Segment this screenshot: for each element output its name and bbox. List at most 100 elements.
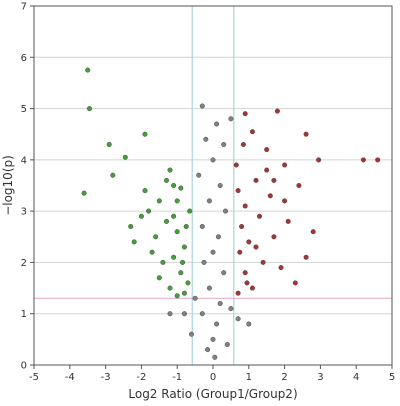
non-significant-point bbox=[217, 301, 223, 306]
up-regulated-point bbox=[271, 177, 277, 183]
down-regulated-point bbox=[85, 67, 91, 73]
up-regulated-point bbox=[303, 131, 309, 137]
non-significant-point bbox=[206, 285, 212, 291]
up-regulated-point bbox=[278, 265, 284, 271]
non-significant-point bbox=[235, 316, 241, 322]
up-regulated-point bbox=[253, 244, 259, 250]
non-significant-point bbox=[214, 121, 220, 127]
non-significant-point bbox=[181, 311, 187, 317]
x-axis-title: Log2 Ratio (Group1/Group2) bbox=[128, 387, 297, 401]
down-regulated-point bbox=[181, 244, 187, 250]
down-regulated-point bbox=[187, 208, 193, 214]
up-regulated-point bbox=[267, 193, 273, 199]
down-regulated-point bbox=[153, 234, 159, 240]
down-regulated-point bbox=[167, 285, 173, 291]
up-regulated-point bbox=[242, 203, 248, 209]
down-regulated-point bbox=[131, 239, 137, 245]
x-tick-label: 5 bbox=[389, 372, 395, 383]
down-regulated-point bbox=[181, 290, 187, 296]
x-tick-label: 0 bbox=[210, 372, 216, 383]
up-regulated-point bbox=[239, 224, 245, 229]
down-regulated-point bbox=[122, 154, 128, 160]
up-regulated-point bbox=[296, 183, 302, 188]
up-regulated-point bbox=[235, 290, 241, 296]
non-significant-point bbox=[210, 249, 216, 255]
down-regulated-point bbox=[185, 280, 191, 286]
y-tick-label: 0 bbox=[21, 361, 27, 372]
non-significant-point bbox=[224, 342, 230, 347]
up-regulated-point bbox=[257, 213, 262, 219]
x-tick-label: -3 bbox=[101, 372, 111, 383]
y-axis-title: −log10(p) bbox=[1, 155, 15, 216]
down-regulated-point bbox=[171, 254, 177, 260]
non-significant-point bbox=[210, 336, 216, 342]
down-regulated-point bbox=[180, 259, 186, 265]
non-significant-point bbox=[203, 136, 209, 142]
non-significant-point bbox=[167, 311, 173, 317]
non-significant-point bbox=[228, 116, 234, 122]
non-significant-point bbox=[210, 157, 216, 163]
down-regulated-point bbox=[174, 293, 180, 299]
down-regulated-point bbox=[183, 224, 189, 229]
x-tick-label: 1 bbox=[246, 372, 252, 383]
down-regulated-point bbox=[106, 142, 112, 147]
down-regulated-point bbox=[138, 213, 144, 219]
down-regulated-point bbox=[171, 183, 177, 188]
down-regulated-point bbox=[164, 218, 169, 224]
non-significant-point bbox=[221, 270, 227, 276]
up-regulated-point bbox=[271, 234, 277, 240]
non-significant-point bbox=[199, 311, 205, 317]
up-regulated-point bbox=[375, 157, 381, 163]
down-regulated-point bbox=[87, 106, 92, 112]
x-tick-label: -2 bbox=[136, 372, 146, 383]
non-significant-point bbox=[199, 103, 205, 109]
up-regulated-point bbox=[253, 177, 259, 183]
threshold-lines bbox=[34, 6, 392, 365]
data-points bbox=[81, 67, 381, 360]
non-significant-point bbox=[223, 208, 228, 214]
x-tick-label: 2 bbox=[281, 372, 287, 383]
down-regulated-point bbox=[142, 131, 148, 137]
y-axis-ticks: 0 1 2 3 4 5 6 7 bbox=[21, 2, 34, 372]
y-tick-label: 7 bbox=[21, 2, 27, 13]
non-significant-point bbox=[199, 224, 205, 229]
up-regulated-point bbox=[285, 218, 291, 224]
up-regulated-point bbox=[242, 111, 248, 117]
x-axis-ticks: -5 -4 -3 -2 -1 0 1 2 3 4 5 bbox=[29, 365, 395, 383]
non-significant-point bbox=[192, 295, 198, 301]
y-tick-label: 5 bbox=[21, 104, 27, 115]
non-significant-point bbox=[246, 321, 252, 327]
x-tick-label: 4 bbox=[353, 372, 359, 383]
up-regulated-point bbox=[235, 188, 241, 194]
x-tick-label: -4 bbox=[65, 372, 75, 383]
down-regulated-point bbox=[174, 198, 180, 204]
y-tick-label: 4 bbox=[21, 155, 27, 166]
down-regulated-point bbox=[178, 185, 184, 191]
non-significant-point bbox=[217, 183, 223, 188]
up-regulated-point bbox=[242, 270, 248, 276]
up-regulated-point bbox=[282, 162, 288, 168]
up-regulated-point bbox=[249, 285, 255, 291]
non-significant-point bbox=[212, 354, 218, 360]
down-regulated-point bbox=[146, 208, 152, 214]
up-regulated-point bbox=[233, 162, 239, 168]
down-regulated-point bbox=[171, 213, 177, 219]
x-tick-label: 3 bbox=[317, 372, 323, 383]
x-tick-label: -5 bbox=[29, 372, 39, 383]
down-regulated-point bbox=[128, 224, 134, 229]
up-regulated-point bbox=[240, 142, 246, 147]
non-significant-point bbox=[201, 259, 207, 265]
y-tick-label: 2 bbox=[21, 258, 27, 269]
up-regulated-point bbox=[310, 229, 316, 235]
non-significant-point bbox=[205, 347, 211, 353]
up-regulated-point bbox=[303, 254, 309, 260]
down-regulated-point bbox=[167, 167, 173, 173]
up-regulated-point bbox=[246, 239, 252, 245]
x-tick-label: -1 bbox=[172, 372, 182, 383]
up-regulated-point bbox=[274, 108, 280, 114]
non-significant-point bbox=[206, 198, 212, 204]
up-regulated-point bbox=[292, 280, 298, 286]
